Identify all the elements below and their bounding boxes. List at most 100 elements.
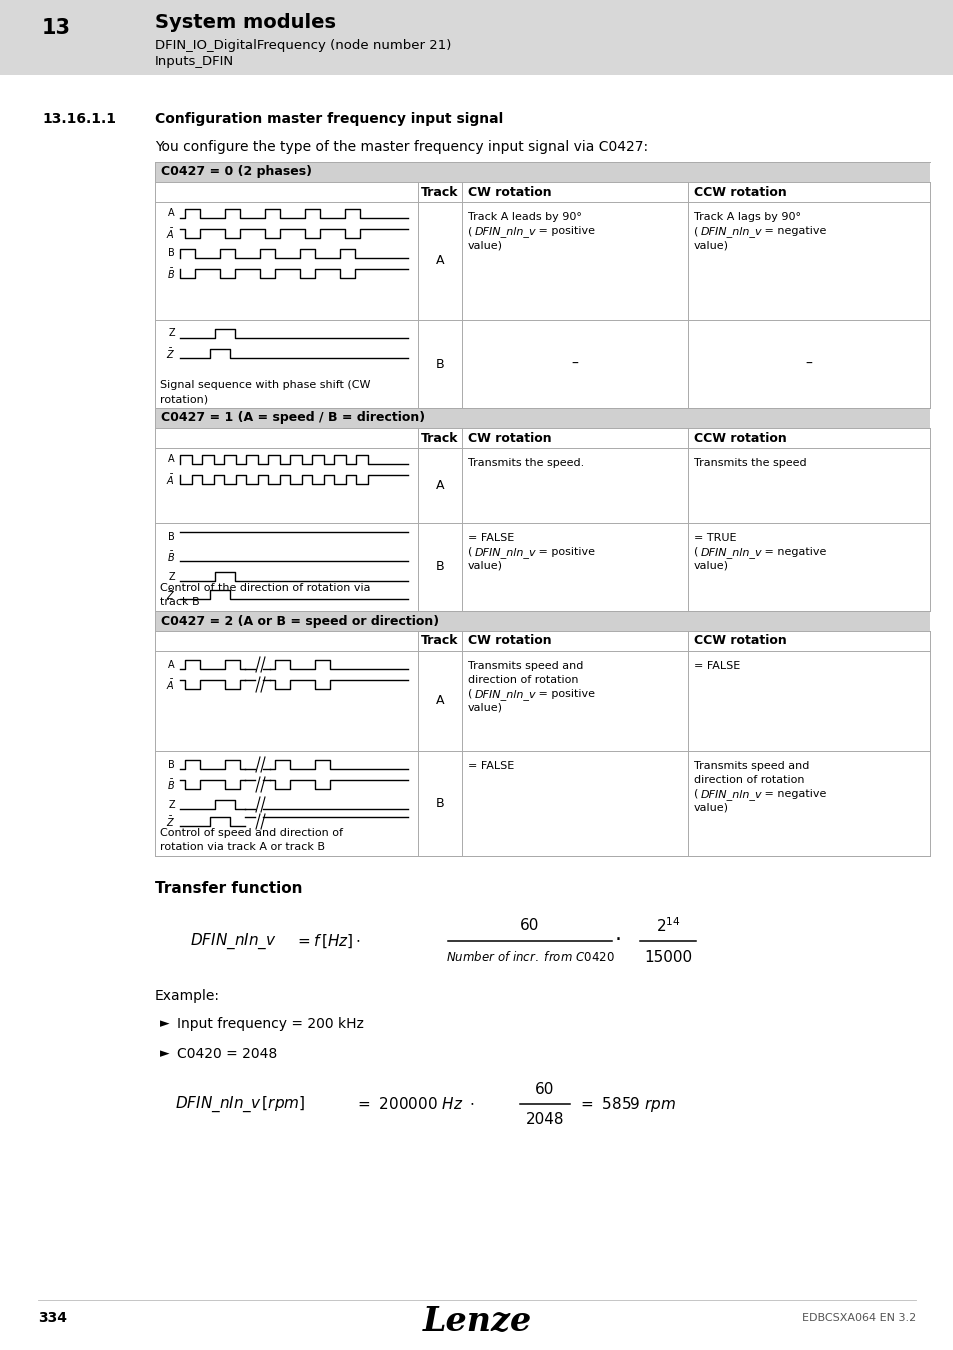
Text: C0427 = 1 (A = speed / B = direction): C0427 = 1 (A = speed / B = direction)	[161, 412, 425, 424]
Text: 15000: 15000	[643, 949, 691, 964]
Text: DFIN_nln_v: DFIN_nln_v	[700, 225, 761, 236]
Text: $\mathit{Number\ of\ incr.\ from\ C0420}$: $\mathit{Number\ of\ incr.\ from\ C0420}…	[445, 950, 614, 964]
Text: (: (	[468, 547, 472, 558]
Text: A: A	[436, 694, 444, 707]
Text: Transmits the speed: Transmits the speed	[693, 458, 806, 468]
Text: $\bar{A}$: $\bar{A}$	[167, 678, 174, 691]
Text: C0427 = 0 (2 phases): C0427 = 0 (2 phases)	[161, 166, 312, 178]
Text: Signal sequence with phase shift (CW: Signal sequence with phase shift (CW	[160, 379, 370, 390]
Text: DFIN_IO_DigitalFrequency (node number 21): DFIN_IO_DigitalFrequency (node number 21…	[154, 39, 451, 51]
Text: rotation): rotation)	[160, 394, 208, 404]
Text: = negative: = negative	[760, 225, 825, 236]
Text: value): value)	[693, 562, 728, 571]
Text: DFIN_nln_v: DFIN_nln_v	[700, 788, 761, 801]
Text: (: (	[693, 547, 698, 558]
Text: value): value)	[468, 240, 502, 250]
Text: Lenze: Lenze	[422, 1305, 531, 1338]
Text: 60: 60	[535, 1081, 554, 1096]
Text: $=\ 5859\ \mathit{rpm}$: $=\ 5859\ \mathit{rpm}$	[578, 1095, 676, 1114]
Text: $\bar{Z}$: $\bar{Z}$	[166, 347, 174, 360]
Text: C0420 = 2048: C0420 = 2048	[177, 1048, 277, 1061]
Text: DFIN_nln_v: DFIN_nln_v	[475, 688, 536, 699]
Text: A: A	[168, 455, 174, 464]
Text: Track A leads by 90°: Track A leads by 90°	[468, 212, 581, 221]
Text: rotation via track A or track B: rotation via track A or track B	[160, 842, 325, 852]
Text: A: A	[436, 255, 444, 267]
Text: CW rotation: CW rotation	[468, 185, 551, 198]
Text: $\bar{A}$: $\bar{A}$	[167, 227, 174, 240]
Text: A: A	[168, 208, 174, 219]
Text: Track: Track	[421, 185, 458, 198]
Text: B: B	[436, 796, 444, 810]
Text: Z: Z	[168, 328, 174, 339]
Bar	[0, 0, 953, 76]
Text: A: A	[436, 479, 444, 491]
Text: = positive: = positive	[535, 225, 595, 236]
Text: $\bar{Z}$: $\bar{Z}$	[166, 587, 174, 602]
Text: $\bar{B}$: $\bar{B}$	[167, 266, 174, 281]
Text: You configure the type of the master frequency input signal via C0427:: You configure the type of the master fre…	[154, 140, 647, 154]
Text: CCW rotation: CCW rotation	[693, 185, 786, 198]
Text: Control of the direction of rotation via: Control of the direction of rotation via	[160, 583, 370, 593]
Text: C0427 = 2 (A or B = speed or direction): C0427 = 2 (A or B = speed or direction)	[161, 614, 438, 628]
Text: 334: 334	[38, 1311, 67, 1324]
Text: Transmits speed and: Transmits speed and	[468, 662, 583, 671]
Text: value): value)	[693, 240, 728, 250]
Text: = negative: = negative	[760, 547, 825, 558]
Text: 13: 13	[42, 18, 71, 38]
Text: (: (	[468, 688, 472, 699]
Text: 60: 60	[519, 918, 539, 933]
Text: A: A	[168, 660, 174, 670]
Bar	[154, 612, 929, 630]
Text: CCW rotation: CCW rotation	[693, 432, 786, 444]
Text: $\bar{B}$: $\bar{B}$	[167, 778, 174, 791]
Text: Transfer function: Transfer function	[154, 882, 302, 896]
Text: EDBCSXA064 EN 3.2: EDBCSXA064 EN 3.2	[801, 1314, 915, 1323]
Text: ►: ►	[160, 1048, 170, 1060]
Text: CW rotation: CW rotation	[468, 634, 551, 648]
Text: Inputs_DFIN: Inputs_DFIN	[154, 55, 233, 69]
Bar	[154, 408, 929, 428]
Bar	[154, 162, 929, 182]
Text: –: –	[571, 356, 578, 371]
Text: Track A lags by 90°: Track A lags by 90°	[693, 212, 801, 221]
Text: $2^{14}$: $2^{14}$	[655, 917, 679, 936]
Text: Track: Track	[421, 432, 458, 444]
Text: ·: ·	[614, 930, 620, 950]
Text: $\mathit{DFIN\_nIn\_v}\,[rpm]$: $\mathit{DFIN\_nIn\_v}\,[rpm]$	[174, 1095, 305, 1114]
Text: $\bar{Z}$: $\bar{Z}$	[166, 814, 174, 829]
Text: = FALSE: = FALSE	[468, 761, 514, 771]
Text: Control of speed and direction of: Control of speed and direction of	[160, 828, 343, 838]
Text: $=\ 200000\ Hz\ \cdot$: $=\ 200000\ Hz\ \cdot$	[355, 1096, 474, 1112]
Text: System modules: System modules	[154, 12, 335, 31]
Text: $\mathit{DFIN\_nIn\_v}$: $\mathit{DFIN\_nIn\_v}$	[190, 931, 276, 950]
Text: DFIN_nln_v: DFIN_nln_v	[700, 547, 761, 558]
Text: Z: Z	[168, 799, 174, 810]
Text: $\bar{A}$: $\bar{A}$	[167, 472, 174, 486]
Text: 13.16.1.1: 13.16.1.1	[42, 112, 116, 126]
Text: $\bar{B}$: $\bar{B}$	[167, 549, 174, 563]
Text: value): value)	[468, 562, 502, 571]
Text: = FALSE: = FALSE	[693, 662, 740, 671]
Text: Configuration master frequency input signal: Configuration master frequency input sig…	[154, 112, 503, 126]
Text: B: B	[168, 760, 174, 770]
Text: value): value)	[693, 803, 728, 813]
Text: ►: ►	[160, 1017, 170, 1030]
Text: (: (	[468, 225, 472, 236]
Text: CCW rotation: CCW rotation	[693, 634, 786, 648]
Text: track B: track B	[160, 597, 199, 608]
Text: Input frequency = 200 kHz: Input frequency = 200 kHz	[177, 1017, 363, 1031]
Text: $= f\,[Hz] \cdot$: $= f\,[Hz] \cdot$	[294, 933, 360, 949]
Text: = positive: = positive	[535, 688, 595, 699]
Text: Transmits speed and: Transmits speed and	[693, 761, 808, 771]
Text: Z: Z	[168, 571, 174, 582]
Text: CW rotation: CW rotation	[468, 432, 551, 444]
Text: value): value)	[468, 703, 502, 713]
Text: = positive: = positive	[535, 547, 595, 558]
Text: = TRUE: = TRUE	[693, 533, 736, 543]
Text: B: B	[168, 248, 174, 258]
Text: direction of rotation: direction of rotation	[693, 775, 803, 784]
Text: = negative: = negative	[760, 788, 825, 799]
Text: Example:: Example:	[154, 990, 220, 1003]
Text: B: B	[436, 358, 444, 370]
